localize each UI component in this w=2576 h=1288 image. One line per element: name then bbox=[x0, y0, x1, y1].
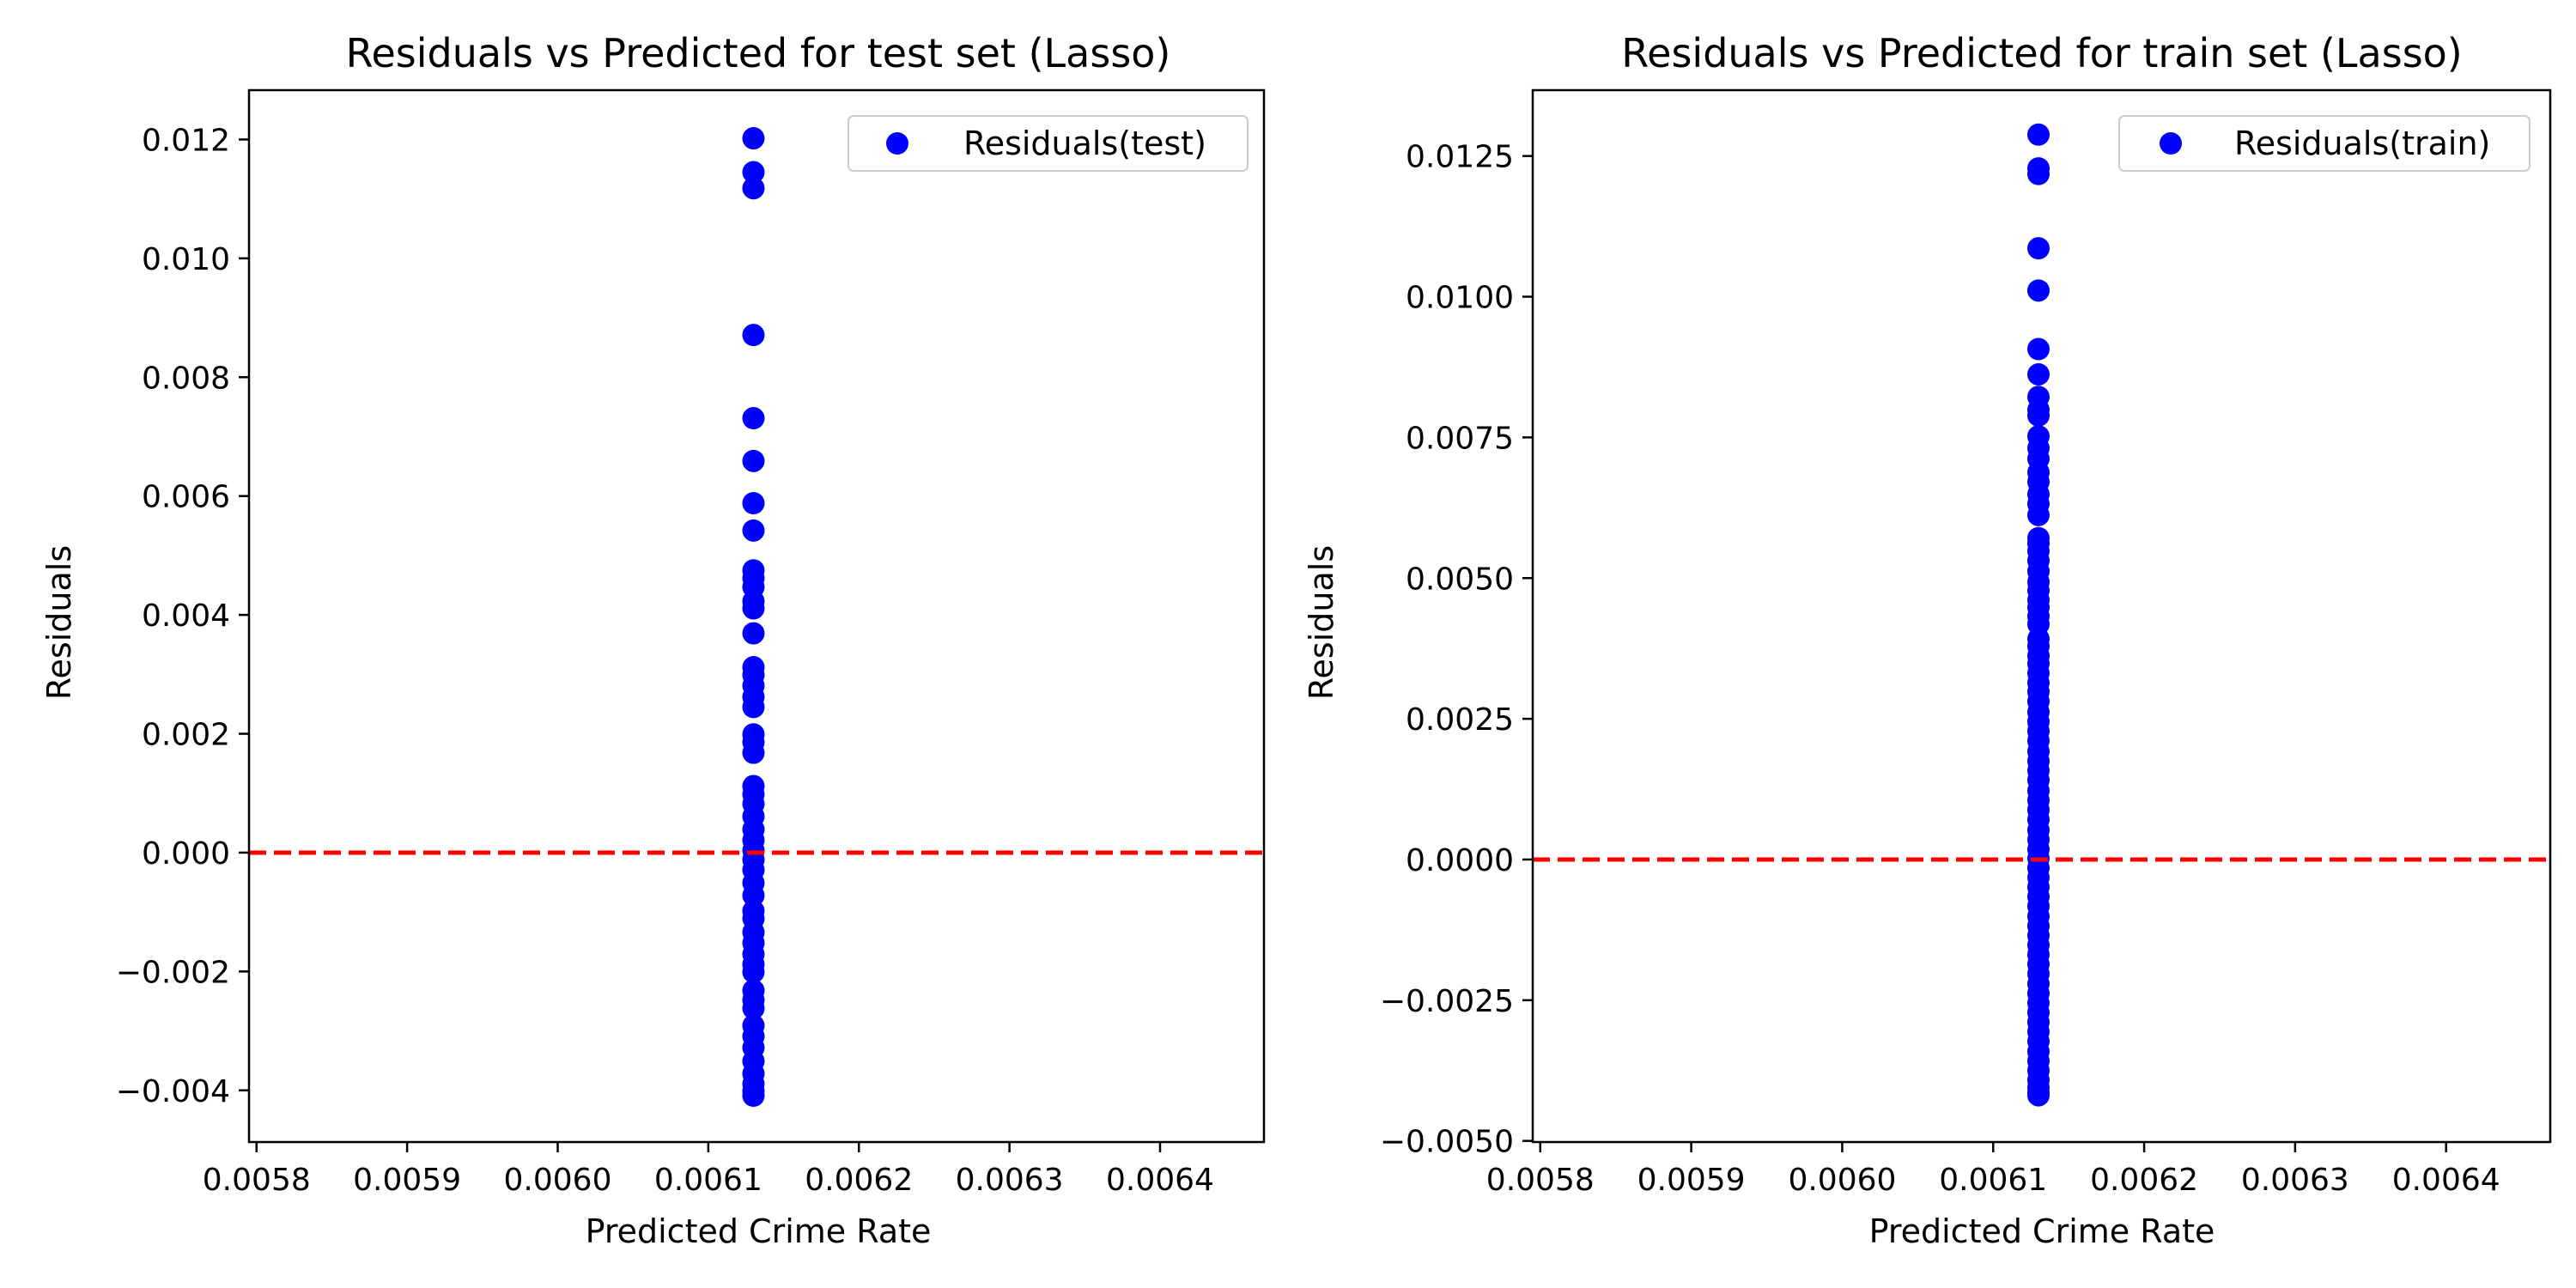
test-legend-label: Residuals(test) bbox=[963, 125, 1206, 162]
train-data-point bbox=[2026, 404, 2050, 427]
train-data-point bbox=[2026, 1084, 2050, 1107]
train-data-point bbox=[2026, 237, 2050, 260]
test-x-tick-label: 0.0061 bbox=[654, 1163, 762, 1198]
train-y-tick-label: 0.0000 bbox=[1406, 843, 1514, 878]
test-plot-frame bbox=[247, 88, 1266, 1144]
train-x-tick-label: 0.0061 bbox=[1939, 1163, 2047, 1198]
test-x-tick-label: 0.0062 bbox=[805, 1163, 913, 1198]
train-x-tick-label: 0.0058 bbox=[1486, 1163, 1595, 1198]
train-y-tick-label: −0.0050 bbox=[1380, 1125, 1514, 1160]
test-data-point bbox=[742, 161, 765, 184]
test-y-tick-label: 0.012 bbox=[142, 123, 230, 158]
train-y-tick-label: 0.0050 bbox=[1406, 562, 1514, 597]
train-data-point bbox=[2026, 362, 2050, 386]
test-data-point bbox=[742, 1084, 765, 1108]
test-y-tick-label: 0.000 bbox=[142, 836, 230, 872]
train-y-tick-label: 0.0075 bbox=[1406, 421, 1514, 456]
test-y-axis-label: Residuals bbox=[40, 545, 78, 700]
test-x-axis-label: Predicted Crime Rate bbox=[586, 1212, 932, 1250]
test-data-point bbox=[742, 622, 765, 645]
train-residuals-chart: Residuals vs Predicted for train set (La… bbox=[1303, 30, 2552, 1250]
train-legend-marker bbox=[2160, 132, 2182, 155]
test-x-tick-label: 0.0059 bbox=[353, 1163, 461, 1198]
train-data-point bbox=[2026, 279, 2050, 302]
train-legend: Residuals(train) bbox=[2118, 115, 2530, 172]
train-y-tick-label: −0.0025 bbox=[1380, 984, 1514, 1019]
test-data-point bbox=[742, 127, 765, 150]
test-data-point bbox=[742, 997, 765, 1020]
test-data-point bbox=[742, 324, 765, 347]
train-plot-frame bbox=[1531, 88, 2552, 1144]
test-data-point bbox=[742, 407, 765, 430]
train-y-tick-label: 0.0125 bbox=[1406, 140, 1514, 175]
test-legend-marker bbox=[886, 132, 908, 155]
train-legend-box bbox=[2118, 115, 2530, 172]
train-x-tick-label: 0.0060 bbox=[1788, 1163, 1896, 1198]
train-data-points bbox=[2026, 123, 2050, 1107]
test-chart-title: Residuals vs Predicted for test set (Las… bbox=[346, 30, 1171, 76]
train-data-point bbox=[2026, 123, 2050, 146]
train-x-tick-label: 0.0063 bbox=[2241, 1163, 2349, 1198]
test-data-points bbox=[742, 127, 765, 1108]
test-axis-ticks: 0.0058 0.0059 0.0060 0.0061 0.0062 0.0063 0.00… bbox=[116, 123, 1214, 1198]
train-x-axis-label: Predicted Crime Rate bbox=[1869, 1212, 2215, 1250]
train-y-tick-label: 0.0025 bbox=[1406, 702, 1514, 738]
test-y-tick-label: 0.004 bbox=[142, 598, 230, 634]
test-x-tick-label: 0.0058 bbox=[203, 1163, 311, 1198]
test-data-point bbox=[742, 884, 765, 907]
test-data-point bbox=[742, 519, 765, 542]
train-y-tick-label: 0.0100 bbox=[1406, 281, 1514, 316]
test-data-point bbox=[742, 177, 765, 200]
train-data-point bbox=[2026, 337, 2050, 361]
test-y-tick-label: −0.004 bbox=[116, 1074, 230, 1109]
train-x-tick-label: 0.0062 bbox=[2090, 1163, 2198, 1198]
test-legend: Residuals(test) bbox=[848, 115, 1249, 172]
test-y-tick-label: 0.002 bbox=[142, 718, 230, 753]
test-y-tick-label: 0.008 bbox=[142, 361, 230, 396]
train-legend-label: Residuals(train) bbox=[2234, 125, 2490, 162]
train-x-tick-label: 0.0059 bbox=[1637, 1163, 1746, 1198]
test-data-point bbox=[742, 741, 765, 764]
test-x-tick-label: 0.0063 bbox=[956, 1163, 1064, 1198]
test-data-point bbox=[742, 961, 765, 984]
test-legend-box bbox=[848, 115, 1249, 172]
test-y-tick-label: 0.010 bbox=[142, 242, 230, 277]
test-y-tick-label: −0.002 bbox=[116, 955, 230, 990]
test-x-tick-label: 0.0060 bbox=[504, 1163, 612, 1198]
test-y-tick-label: 0.006 bbox=[142, 480, 230, 515]
train-data-point bbox=[2026, 162, 2050, 185]
test-data-point bbox=[742, 696, 765, 719]
train-data-point bbox=[2026, 503, 2050, 526]
test-data-point bbox=[742, 449, 765, 472]
train-x-tick-label: 0.0064 bbox=[2392, 1163, 2500, 1198]
test-x-tick-label: 0.0064 bbox=[1106, 1163, 1214, 1198]
test-data-point bbox=[742, 597, 765, 620]
train-axis-ticks: 0.0058 0.0059 0.0060 0.0061 0.0062 0.0063 0.00… bbox=[1380, 140, 2500, 1198]
test-residuals-chart: Residuals vs Predicted for test set (Las… bbox=[40, 30, 1266, 1250]
test-data-point bbox=[742, 492, 765, 515]
train-chart-title: Residuals vs Predicted for train set (La… bbox=[1621, 30, 2463, 76]
train-y-axis-label: Residuals bbox=[1303, 545, 1340, 700]
